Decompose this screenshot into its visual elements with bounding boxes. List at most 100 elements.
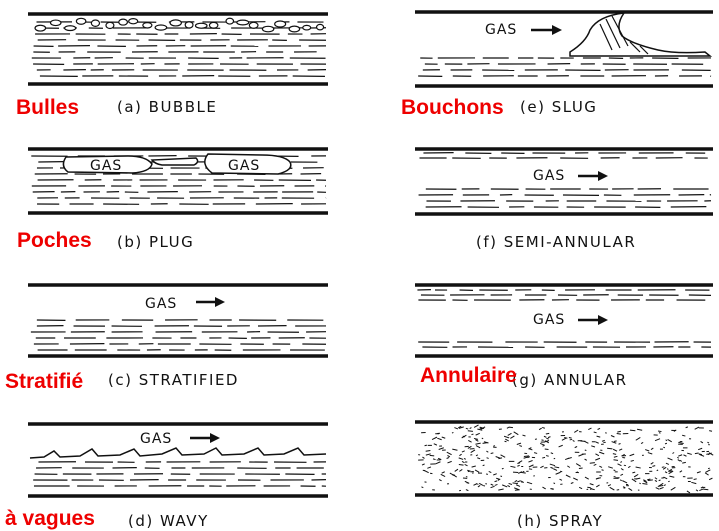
spray-droplet bbox=[686, 427, 688, 428]
spray-droplet bbox=[447, 457, 449, 458]
spray-droplet bbox=[542, 445, 544, 446]
spray-droplet bbox=[658, 431, 661, 432]
spray-droplet bbox=[628, 466, 630, 467]
spray-droplet bbox=[475, 440, 478, 442]
caption-a: (a) BUBBLE bbox=[117, 98, 217, 116]
spray-droplet bbox=[452, 432, 453, 433]
caption-d: (d) WAVY bbox=[128, 512, 209, 530]
bubble bbox=[317, 24, 324, 30]
spray-droplet bbox=[620, 462, 621, 463]
bubble bbox=[143, 23, 152, 28]
spray-droplet bbox=[660, 487, 664, 488]
spray-droplet bbox=[651, 448, 653, 449]
liquid-hatching-c bbox=[31, 320, 326, 350]
spray-droplet bbox=[560, 471, 562, 472]
spray-droplet bbox=[655, 480, 657, 481]
spray-droplet bbox=[545, 449, 549, 450]
spray-droplet bbox=[632, 472, 635, 473]
spray-droplet bbox=[439, 448, 444, 450]
spray-droplet bbox=[705, 473, 708, 475]
spray-droplet bbox=[573, 440, 575, 441]
spray-droplet bbox=[466, 428, 468, 429]
spray-droplet bbox=[630, 454, 635, 456]
spray-droplet bbox=[496, 456, 501, 458]
bubble bbox=[303, 25, 311, 30]
spray-droplet bbox=[542, 487, 545, 489]
spray-droplet bbox=[683, 455, 686, 456]
spray-droplet bbox=[573, 478, 578, 480]
spray-droplet bbox=[618, 464, 622, 466]
spray-droplet bbox=[631, 460, 634, 461]
spray-droplet bbox=[671, 487, 676, 490]
pipe-e bbox=[415, 12, 713, 86]
spray-droplet bbox=[489, 471, 492, 472]
spray-droplet bbox=[447, 452, 452, 454]
spray-droplet bbox=[699, 454, 702, 455]
spray-droplet bbox=[471, 450, 475, 453]
panel-c-stratified: GAS bbox=[28, 285, 328, 356]
spray-droplet bbox=[551, 453, 553, 454]
spray-droplet bbox=[598, 428, 600, 429]
spray-droplet bbox=[474, 425, 478, 428]
spray-droplet bbox=[478, 485, 480, 487]
arrow-icon-c bbox=[196, 297, 225, 307]
spray-droplet bbox=[559, 445, 563, 447]
spray-droplet bbox=[607, 448, 612, 449]
spray-droplet bbox=[430, 455, 435, 456]
spray-droplet bbox=[566, 475, 570, 477]
spray-droplet bbox=[613, 449, 617, 451]
spray-droplet bbox=[574, 430, 578, 432]
spray-droplet bbox=[613, 454, 616, 455]
spray-droplet bbox=[522, 435, 525, 436]
spray-droplet bbox=[659, 433, 661, 434]
liquid-hatching-e bbox=[418, 58, 711, 77]
spray-droplet bbox=[432, 437, 437, 439]
spray-droplet bbox=[515, 480, 517, 481]
spray-droplet bbox=[620, 474, 623, 475]
spray-droplet bbox=[519, 461, 522, 463]
bubble bbox=[275, 21, 286, 27]
spray-droplet bbox=[475, 470, 479, 472]
bubble bbox=[65, 26, 76, 31]
spray-droplet bbox=[594, 464, 597, 465]
spray-droplet bbox=[585, 477, 589, 479]
spray-droplet bbox=[541, 440, 543, 441]
spray-droplet bbox=[542, 427, 545, 428]
spray-droplet bbox=[436, 462, 441, 464]
caption-f: (f) SEMI-ANNULAR bbox=[476, 233, 636, 251]
liquid-hatching-a bbox=[32, 22, 326, 77]
spray-droplet bbox=[508, 485, 510, 486]
spray-droplet bbox=[703, 489, 708, 490]
spray-droplet bbox=[630, 430, 635, 431]
spray-droplet bbox=[474, 438, 478, 439]
bubble bbox=[129, 19, 138, 24]
bubble bbox=[35, 25, 46, 31]
spray-droplet bbox=[709, 478, 712, 480]
spray-droplet bbox=[550, 467, 553, 468]
french-label-d: à vagues bbox=[5, 507, 95, 531]
spray-droplet bbox=[664, 485, 666, 486]
spray-droplet bbox=[546, 433, 549, 434]
spray-droplet bbox=[464, 458, 466, 459]
spray-droplet bbox=[510, 466, 515, 467]
gas-label-e: GAS bbox=[485, 22, 517, 38]
spray-droplet bbox=[476, 455, 478, 456]
spray-droplet bbox=[694, 479, 697, 480]
spray-droplet bbox=[698, 448, 702, 449]
pipe-d bbox=[28, 424, 328, 496]
spray-droplet bbox=[529, 465, 534, 467]
spray-droplet bbox=[422, 464, 425, 465]
spray-droplet bbox=[442, 437, 446, 438]
spray-droplet bbox=[666, 463, 669, 464]
spray-droplet bbox=[687, 453, 692, 454]
spray-droplet bbox=[493, 474, 497, 475]
spray-droplet bbox=[465, 464, 468, 465]
spray-droplet bbox=[622, 481, 627, 483]
spray-droplet bbox=[614, 441, 617, 442]
spray-droplet bbox=[699, 489, 703, 491]
spray-droplet bbox=[487, 458, 489, 459]
panel-d-wavy: GAS bbox=[28, 424, 328, 496]
spray-droplet bbox=[594, 432, 597, 433]
spray-droplet bbox=[597, 436, 601, 437]
caption-c: (c) STRATIFIED bbox=[108, 371, 239, 389]
